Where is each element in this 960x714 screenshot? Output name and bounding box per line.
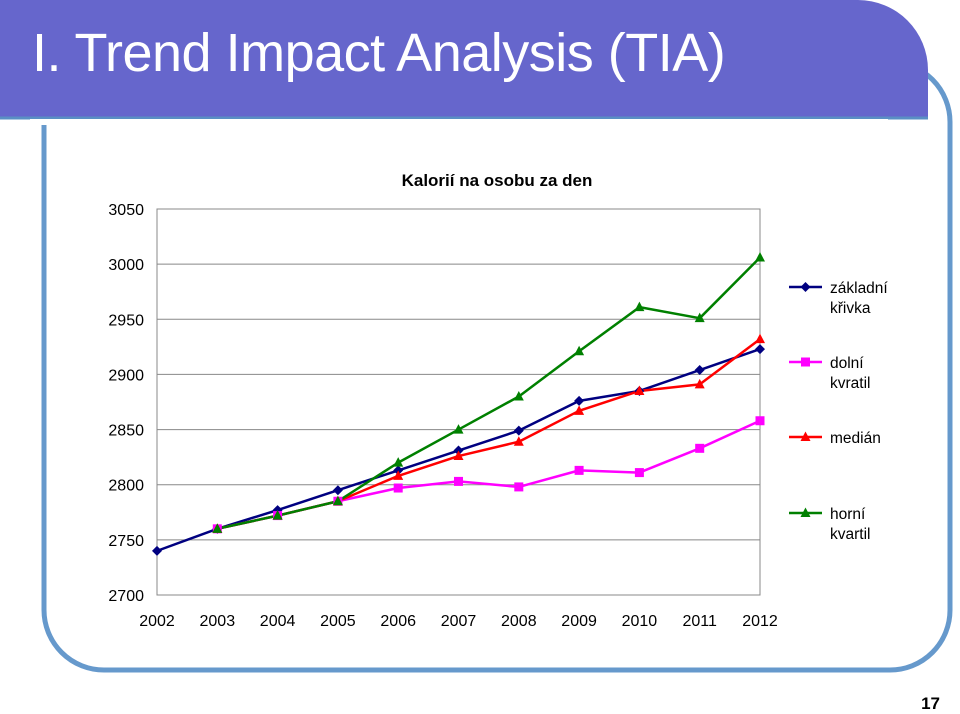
y-tick-label: 3000 [108,257,144,274]
legend-label: medián [830,430,881,447]
slide-title: I. Trend Impact Analysis (TIA) [32,23,726,83]
grid-lines [157,263,760,541]
data-point [393,465,404,476]
x-tick-label: 2004 [260,613,296,630]
data-point [755,344,765,355]
legend-label: kvartil [830,526,870,543]
data-point [272,505,283,516]
data-point [574,405,585,415]
y-tick-label: 3050 [108,202,144,219]
legend-label: kvratil [830,375,870,392]
data-point [514,482,524,492]
x-tick-label: 2008 [501,613,537,630]
y-tick-label: 2750 [108,533,144,550]
data-point [513,436,524,446]
y-tick-label: 2800 [108,478,144,495]
data-point [332,485,343,496]
x-tick-label: 2006 [380,613,416,630]
data-point [634,301,645,312]
series-line [217,256,761,531]
y-axis-ticks: 2700 2750 2800 2850 2900 2950 3000 3050 [108,202,144,605]
x-tick-label: 2011 [682,613,717,630]
x-tick-label: 2003 [200,613,236,630]
data-point [393,470,404,480]
data-point [694,312,705,323]
x-tick-label: 2002 [139,613,175,630]
legend-item: dolní kvratil [789,355,870,392]
legend-swatch-marker [800,282,811,292]
x-tick-label: 2010 [622,613,658,630]
data-point [513,425,524,436]
data-point [755,252,765,262]
data-point [694,365,705,376]
legend-item: základní křivka [789,280,888,317]
data-point [634,468,644,478]
data-point [694,378,705,389]
x-tick-label: 2012 [742,613,778,630]
page-number: 17 [921,694,940,713]
x-tick-label: 2007 [441,613,477,630]
legend-item: medián [789,430,881,447]
legend-label: dolní [830,355,864,372]
data-point [513,390,524,401]
plot-area-border [156,208,761,596]
x-axis-ticks: 2002 2003 2004 2005 2006 2007 2008 2009 2010 2011… [139,613,778,630]
legend-label: horní [830,506,866,523]
data-point [272,510,283,520]
data-point [152,545,162,556]
series-markers [152,252,765,556]
legend-label: křivka [830,300,871,317]
data-point [634,385,645,395]
data-point [454,476,463,486]
series-line [217,419,761,531]
series-line [217,338,761,531]
data-point [695,443,705,453]
legend-label: základní [830,280,888,297]
chart-title: Kalorií na osobu za den [402,171,593,190]
y-tick-label: 2950 [108,312,144,329]
y-tick-label: 2700 [108,588,144,605]
data-point [393,483,403,493]
series-lines [156,256,761,553]
data-point [393,457,404,467]
legend-swatch-marker [800,431,811,441]
data-point [453,445,464,456]
title-bar [0,0,928,118]
y-tick-label: 2850 [108,423,144,440]
data-point [574,395,585,406]
data-point [755,333,765,344]
legend-swatch-marker [800,507,811,517]
legend-swatch-marker [801,357,810,367]
data-point [755,416,765,426]
x-tick-label: 2009 [561,613,597,630]
data-point [332,495,343,506]
legend: základní křivka dolní kvratil medián horní kva… [789,280,888,543]
legend-item: horní kvartil [789,506,870,543]
data-point [574,465,584,475]
y-tick-label: 2900 [108,367,144,384]
x-tick-label: 2005 [320,613,356,630]
data-point [453,424,464,434]
data-point [453,450,464,461]
data-point [212,523,223,533]
data-point [574,345,585,356]
